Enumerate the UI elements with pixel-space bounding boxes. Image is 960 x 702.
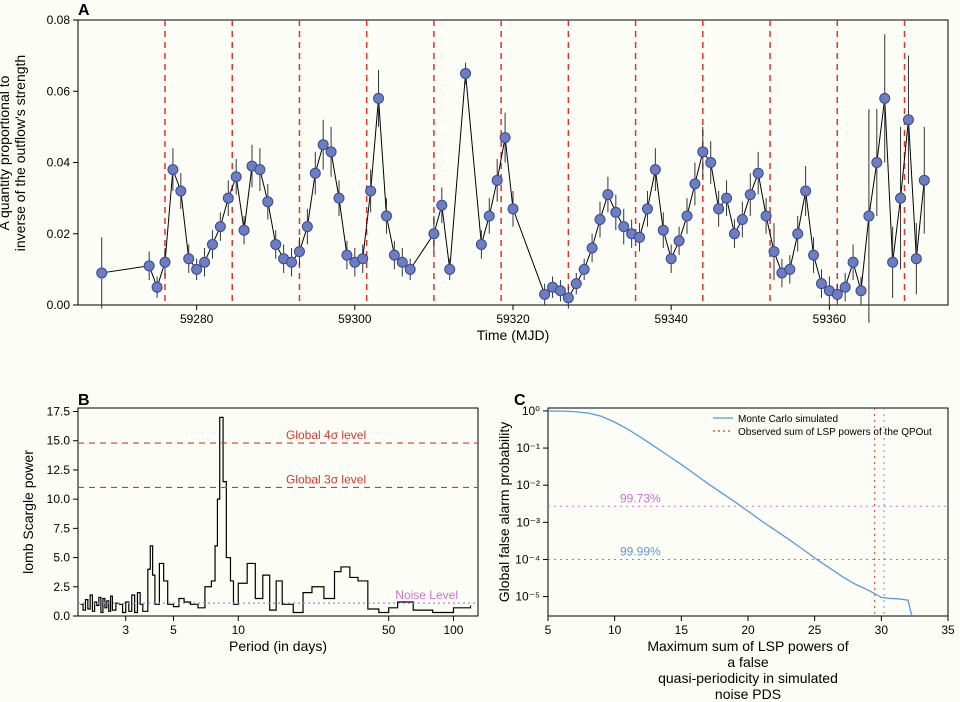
panel-c-ylabel: Global false alarm probability [496,422,512,603]
svg-text:59300: 59300 [338,312,372,326]
svg-text:35: 35 [941,623,955,637]
svg-text:17.5: 17.5 [47,405,71,419]
svg-text:10⁻³: 10⁻³ [516,515,540,529]
svg-text:10: 10 [608,623,622,637]
svg-text:Global 3σ level: Global 3σ level [286,472,366,486]
svg-text:15.0: 15.0 [47,434,71,448]
svg-text:10⁻²: 10⁻² [516,478,540,492]
panel-c-xlabel: Maximum sum of LSP powers of a falsequas… [642,638,854,702]
svg-text:Observed sum of LSP powers of: Observed sum of LSP powers of the QPOut [738,427,932,438]
svg-text:10⁰: 10⁰ [522,404,540,418]
svg-text:5.0: 5.0 [53,551,70,565]
svg-text:0.06: 0.06 [47,84,71,98]
svg-text:3: 3 [122,623,129,637]
svg-text:10⁻¹: 10⁻¹ [516,441,540,455]
svg-text:0.00: 0.00 [47,298,71,312]
svg-text:2.5: 2.5 [53,580,70,594]
svg-text:100: 100 [443,623,463,637]
panel-a-chart: 0.000.020.040.060.0859280593005932059340… [78,20,948,345]
svg-text:0.08: 0.08 [47,13,71,27]
panel-b-xlabel: Period (in days) [229,638,327,654]
figure-root: A 0.00 0.02 0.04 0.06 0.08 59280 59300 59320 593… [0,0,960,673]
panel-b-ylabel: lomb Scargle power [20,450,36,574]
svg-text:15: 15 [675,623,689,637]
panel-a-ylabel: A quantity proportional toinverse of the… [0,3,28,303]
svg-text:10.0: 10.0 [47,492,71,506]
svg-text:99.99%: 99.99% [620,544,661,558]
panel-b-chart: 0.02.55.07.510.012.515.017.5351050100Glo… [78,408,478,656]
svg-text:Noise Level: Noise Level [395,588,458,602]
svg-text:Global 4σ level: Global 4σ level [286,428,366,442]
svg-text:50: 50 [382,623,396,637]
svg-text:59280: 59280 [180,312,214,326]
panel-a-xlabel: Time (MJD) [477,327,550,343]
svg-text:10: 10 [232,623,246,637]
svg-text:0.04: 0.04 [47,156,71,170]
svg-text:25: 25 [808,623,822,637]
svg-text:20: 20 [741,623,755,637]
svg-text:99.73%: 99.73% [620,491,661,505]
svg-text:Monte Carlo simulated: Monte Carlo simulated [738,414,838,425]
svg-text:0.02: 0.02 [47,227,71,241]
svg-text:5: 5 [545,623,552,637]
svg-text:10⁻⁴: 10⁻⁴ [515,552,540,566]
svg-text:12.5: 12.5 [47,463,71,477]
svg-text:59340: 59340 [654,312,688,326]
svg-text:10⁻⁵: 10⁻⁵ [515,590,540,604]
svg-text:7.5: 7.5 [53,521,70,535]
panel-c-chart: 10⁻⁵10⁻⁴10⁻³10⁻²10⁻¹10⁰510152025303599.7… [548,408,948,671]
svg-text:59320: 59320 [496,312,530,326]
svg-text:59360: 59360 [813,312,847,326]
svg-text:30: 30 [875,623,889,637]
svg-text:5: 5 [170,623,177,637]
svg-text:0.0: 0.0 [53,609,70,623]
panel-a-label: A [78,2,90,20]
